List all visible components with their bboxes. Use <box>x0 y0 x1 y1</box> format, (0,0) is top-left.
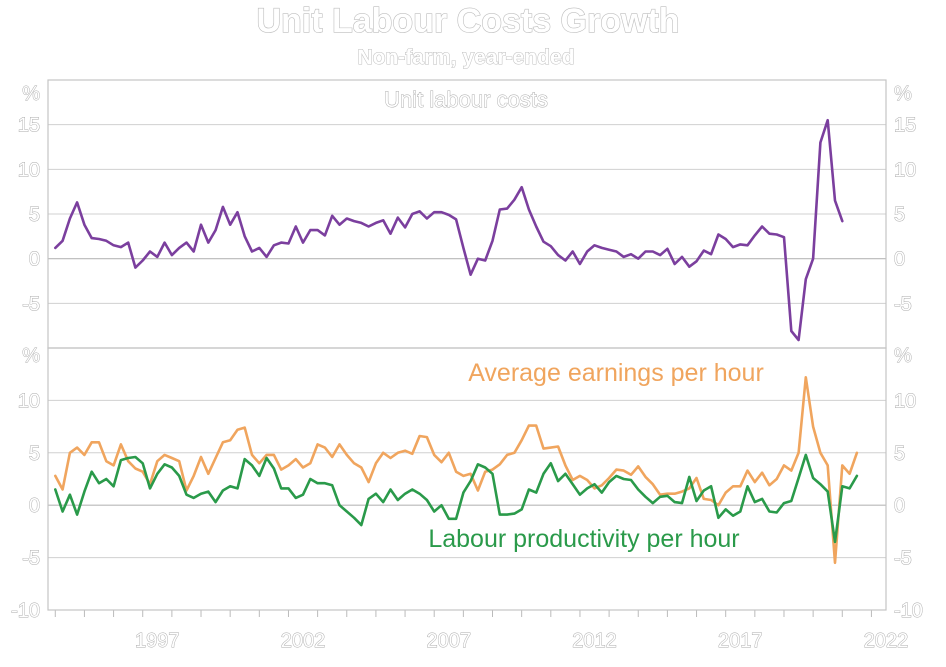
bottom-panel: % % -10 -10 -5 -5 0 0 5 5 10 10 1997 2002 2007 2012 20… <box>11 345 924 653</box>
x-tick-label: 1997 <box>135 630 180 652</box>
y-tick-label-right: 5 <box>894 443 905 465</box>
y-tick-label-left: 0 <box>29 495 40 517</box>
y-tick-label-left: 0 <box>29 249 40 271</box>
y-tick-label-left: 10 <box>18 159 40 181</box>
x-tick-label: 2002 <box>281 630 326 652</box>
x-tick-label: 2007 <box>427 630 472 652</box>
y-tick-label-left: -5 <box>22 548 40 570</box>
x-tick-label: 2017 <box>718 630 763 652</box>
labour-productivity-per-hour-line <box>53 453 859 544</box>
y-tick-label-right: 0 <box>894 495 905 517</box>
y-tick-label-right: 10 <box>894 159 916 181</box>
y-tick-label-right: -10 <box>894 600 923 622</box>
chart-subtitle: Non-farm, year-ended <box>357 46 574 69</box>
y-tick-label-left: 5 <box>29 204 40 226</box>
chart-title: Unit Labour Costs Growth <box>256 2 679 40</box>
top-unit-left: % <box>22 83 40 105</box>
y-tick-label-right: 15 <box>894 115 916 137</box>
y-tick-label-left: -5 <box>22 293 40 315</box>
bottom-unit-right: % <box>894 345 912 367</box>
earnings-series-label: Average earnings per hour <box>468 359 764 387</box>
unit-labour-costs-line <box>53 118 844 342</box>
y-tick-label-left: 15 <box>18 115 40 137</box>
top-panel-title: Unit labour costs <box>384 87 548 112</box>
y-tick-label-left: 5 <box>29 443 40 465</box>
top-unit-right: % <box>894 83 912 105</box>
y-tick-label-left: 10 <box>18 390 40 412</box>
y-tick-label-right: 0 <box>894 249 905 271</box>
bottom-panel-frame <box>47 347 887 611</box>
y-tick-label-right: 5 <box>894 204 905 226</box>
x-tick-label: 2012 <box>572 630 617 652</box>
x-tick-label: 2022 <box>864 630 909 652</box>
y-tick-label-right: 10 <box>894 390 916 412</box>
top-panel: Unit labour costs % % -5 -5 0 0 5 5 10 10 15 15 <box>17 79 917 349</box>
y-tick-label-right: -5 <box>894 548 912 570</box>
bottom-unit-left: % <box>22 345 40 367</box>
y-tick-label-right: -5 <box>894 293 912 315</box>
productivity-series-label: Labour productivity per hour <box>428 525 739 553</box>
y-tick-label-left: -10 <box>11 600 40 622</box>
average-earnings-per-hour-line <box>53 375 859 565</box>
